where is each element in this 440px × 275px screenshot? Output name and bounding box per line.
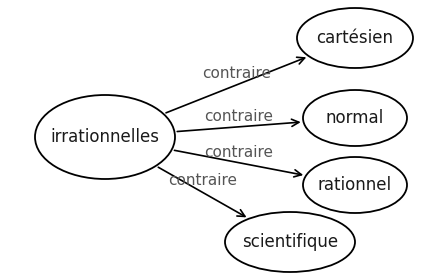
Text: contraire: contraire <box>204 145 273 160</box>
Ellipse shape <box>303 90 407 146</box>
Text: contraire: contraire <box>202 65 271 81</box>
Text: irrationnelles: irrationnelles <box>51 128 159 146</box>
Text: scientifique: scientifique <box>242 233 338 251</box>
Text: normal: normal <box>326 109 384 127</box>
Ellipse shape <box>35 95 175 179</box>
Ellipse shape <box>303 157 407 213</box>
Text: contraire: contraire <box>205 109 274 124</box>
Text: rationnel: rationnel <box>318 176 392 194</box>
Ellipse shape <box>225 212 355 272</box>
Text: contraire: contraire <box>168 173 237 188</box>
Text: cartésien: cartésien <box>316 29 393 47</box>
Ellipse shape <box>297 8 413 68</box>
